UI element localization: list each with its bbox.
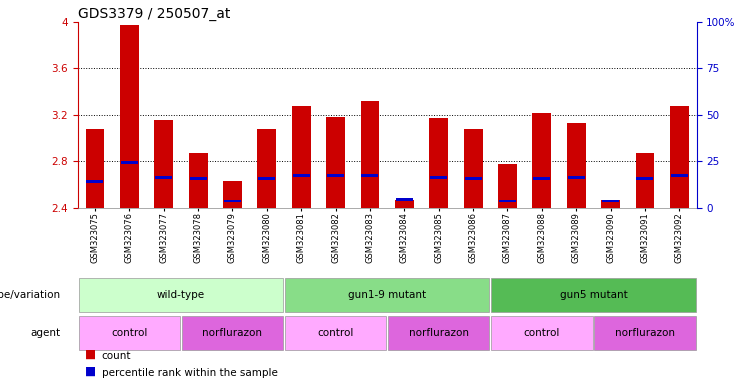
Bar — [637, 177, 654, 180]
Bar — [120, 25, 139, 208]
Bar — [189, 153, 207, 208]
Bar — [79, 278, 283, 313]
Bar — [395, 200, 413, 208]
Bar — [464, 129, 482, 208]
Text: gun1-9 mutant: gun1-9 mutant — [348, 290, 426, 300]
Text: ■: ■ — [85, 348, 96, 361]
Bar — [498, 164, 517, 208]
Bar — [670, 106, 689, 208]
Bar — [362, 174, 379, 177]
Bar — [499, 200, 516, 202]
Bar — [154, 119, 173, 208]
Bar — [87, 180, 104, 183]
Bar — [285, 278, 490, 313]
Text: wild-type: wild-type — [157, 290, 205, 300]
Bar — [326, 117, 345, 208]
Text: percentile rank within the sample: percentile rank within the sample — [102, 368, 277, 378]
Bar — [121, 161, 138, 164]
Bar — [602, 200, 619, 202]
Text: control: control — [317, 328, 353, 338]
Bar — [636, 153, 654, 208]
Bar — [396, 199, 413, 201]
Bar — [491, 316, 593, 351]
Text: GDS3379 / 250507_at: GDS3379 / 250507_at — [78, 7, 230, 21]
Text: control: control — [524, 328, 560, 338]
Text: gun5 mutant: gun5 mutant — [559, 290, 628, 300]
Bar — [465, 177, 482, 180]
Text: count: count — [102, 351, 131, 361]
Text: control: control — [111, 328, 147, 338]
Bar — [293, 174, 310, 177]
Bar — [532, 113, 551, 208]
Bar — [224, 200, 241, 202]
Text: norflurazon: norflurazon — [202, 328, 262, 338]
Bar — [190, 177, 207, 180]
Bar — [361, 101, 379, 208]
Bar — [431, 176, 448, 179]
Bar — [567, 123, 585, 208]
Bar — [491, 278, 696, 313]
Text: norflurazon: norflurazon — [615, 328, 675, 338]
Bar — [292, 106, 310, 208]
Bar — [388, 316, 490, 351]
Bar — [182, 316, 283, 351]
Bar — [568, 176, 585, 179]
Bar — [327, 174, 344, 177]
Bar — [85, 129, 104, 208]
Bar — [594, 316, 696, 351]
Bar — [285, 316, 386, 351]
Text: agent: agent — [30, 328, 61, 338]
Bar — [223, 181, 242, 208]
Text: ■: ■ — [85, 365, 96, 378]
Bar — [257, 129, 276, 208]
Bar — [259, 177, 276, 180]
Bar — [671, 174, 688, 177]
Bar — [601, 200, 620, 208]
Bar — [155, 176, 172, 179]
Bar — [79, 316, 180, 351]
Text: genotype/variation: genotype/variation — [0, 290, 61, 300]
Bar — [534, 177, 551, 180]
Text: norflurazon: norflurazon — [409, 328, 469, 338]
Bar — [429, 118, 448, 208]
